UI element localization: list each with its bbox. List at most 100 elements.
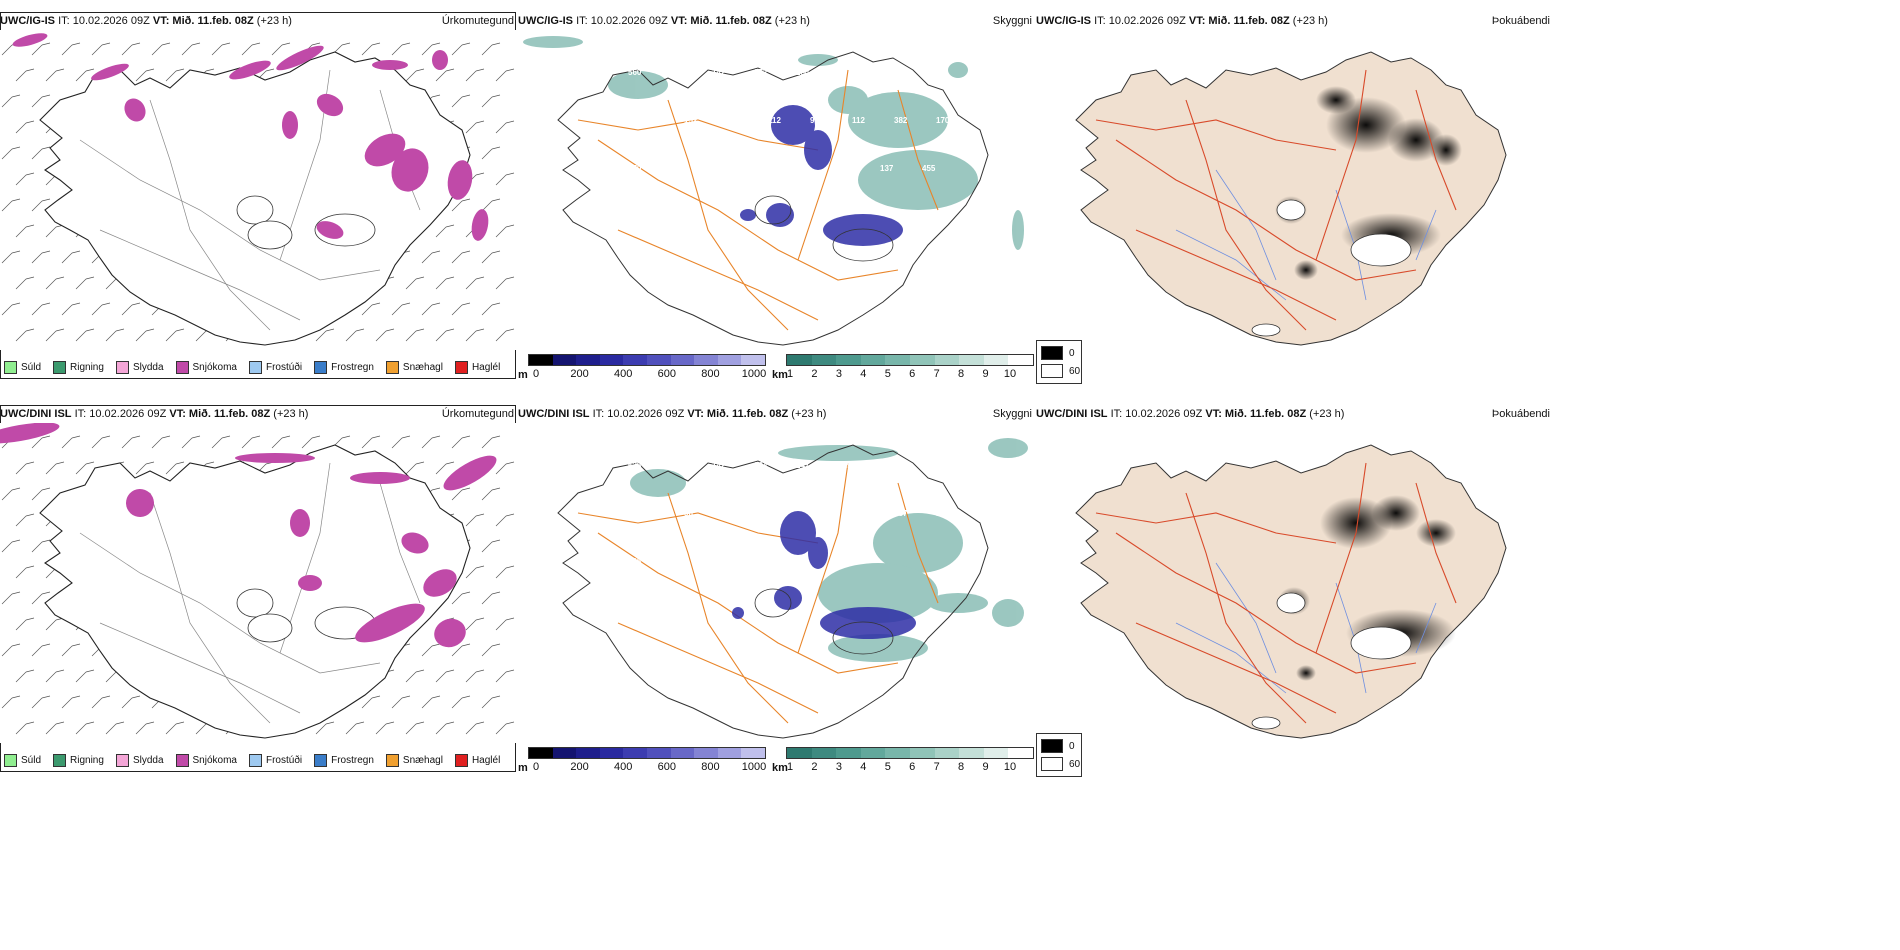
valid-time-label: VT:	[1205, 408, 1222, 420]
wind-barb	[391, 302, 411, 316]
fog-area	[1388, 118, 1444, 162]
wind-barb	[91, 302, 111, 316]
visibility-unit: km	[772, 369, 788, 381]
wind-barb	[391, 42, 411, 56]
fog-area	[1316, 86, 1356, 114]
wind-barb	[435, 461, 455, 475]
wind-barb	[241, 435, 261, 449]
precip-legend-label: Slydda	[132, 361, 164, 373]
colorbar-tick-label: 6	[909, 761, 916, 773]
value-label: 551	[880, 68, 894, 77]
wind-barb	[1, 591, 21, 605]
wind-barb	[121, 302, 141, 316]
wind-barb	[1, 94, 21, 108]
value-label: 104	[712, 164, 726, 173]
colorbar-tick-label: 3	[835, 368, 842, 380]
snow-area	[401, 532, 429, 554]
colorbar-tick-label: 800	[701, 368, 720, 380]
precip-legend-label: Haglél	[471, 754, 501, 766]
wind-barb	[361, 42, 381, 56]
wind-barb	[135, 68, 155, 82]
wind-barb	[31, 302, 51, 316]
wind-barb	[451, 591, 471, 605]
precip-legend-item: Haglél	[454, 753, 501, 767]
precip-legend-item: Rigning	[53, 753, 104, 767]
valid-time: Mið. 11.feb. 08Z	[1224, 408, 1307, 420]
wind-barb	[451, 695, 471, 709]
wind-barb	[451, 302, 471, 316]
road-line	[379, 482, 421, 604]
panel-title: Úrkomutegund	[441, 15, 514, 27]
snow-area	[298, 575, 322, 591]
wind-barb	[45, 276, 65, 290]
wind-barb	[61, 435, 81, 449]
value-label: 542	[642, 212, 656, 221]
precip-legend-swatch	[4, 360, 17, 374]
wind-barb	[15, 513, 35, 527]
wind-barb	[15, 328, 35, 342]
wind-barb	[391, 435, 411, 449]
wind-barb	[405, 276, 425, 290]
wind-barb	[45, 721, 65, 735]
wind-barb	[421, 435, 441, 449]
wind-barb	[31, 146, 51, 160]
panel-header: UWC/IG-IS IT: 10.02.2026 09Z VT: Mið. 11…	[0, 12, 516, 30]
wind-barb	[271, 435, 291, 449]
colorbar-tick-label: 0	[532, 761, 540, 773]
init-time: IT: 10.02.2026 09Z	[576, 15, 668, 27]
wind-barb	[315, 721, 335, 735]
value-label: 982	[642, 509, 656, 518]
wind-barb	[451, 42, 471, 56]
fog-area	[1296, 665, 1316, 681]
colorbar-tick-label: 600	[657, 761, 676, 773]
snow-area	[124, 98, 146, 122]
precip-legend-item: Snæhagl	[385, 753, 443, 767]
wind-barb	[31, 94, 51, 108]
precip-legend-swatch	[454, 753, 468, 767]
precip-legend-label: Frostregn	[331, 754, 374, 766]
wind-barb	[465, 276, 485, 290]
wind-barb	[495, 68, 515, 82]
wind-barb	[75, 68, 95, 82]
panel-header: UWC/DINI ISL IT: 10.02.2026 09Z VT: Mið.…	[1036, 405, 1552, 423]
wind-barb	[481, 94, 501, 108]
value-label: 220	[642, 116, 656, 125]
low-visibility-area	[948, 62, 968, 78]
wind-barb	[405, 461, 425, 475]
snow-area	[355, 603, 425, 643]
panel-title: Skyggni	[992, 408, 1032, 420]
road-line	[797, 462, 849, 654]
cloud-base-unit: m	[518, 762, 528, 774]
wind-barb	[135, 461, 155, 475]
fog-legend-low: 0	[1069, 347, 1075, 359]
wind-barb	[181, 435, 201, 449]
low-cloud-base-area	[808, 537, 828, 569]
value-label: 152	[684, 116, 698, 125]
lead-time: (+23 h)	[791, 408, 827, 420]
precip-legend-item: Súld	[4, 360, 41, 374]
wind-barb	[405, 328, 425, 342]
init-time: IT: 10.02.2026 09Z	[74, 408, 167, 420]
precip-legend-swatch	[454, 360, 468, 374]
value-label: 137	[726, 509, 740, 518]
wind-barb	[405, 721, 425, 735]
wind-barb	[15, 669, 35, 683]
panel-title: Þokuábendi	[1491, 15, 1550, 27]
river-line	[1415, 209, 1437, 261]
wind-barb	[61, 250, 81, 264]
colorbar-tick-label: 800	[701, 761, 720, 773]
low-visibility-area	[828, 86, 868, 114]
road-line	[1315, 462, 1367, 654]
precip-legend-item: Frostregn	[314, 360, 374, 374]
road-network	[577, 462, 939, 724]
colorbar-tick-label: 9	[982, 368, 989, 380]
wind-barb	[75, 276, 95, 290]
init-time: IT: 10.02.2026 09Z	[1094, 15, 1186, 27]
wind-barb	[15, 721, 35, 735]
precip-legend-item: Súld	[4, 753, 41, 767]
panel-title: Þokuábendi	[1491, 408, 1550, 420]
valid-time: Mið. 11.feb. 08Z	[188, 408, 271, 420]
wind-barb	[495, 224, 515, 238]
value-label: 254	[796, 68, 810, 77]
snow-areas	[12, 33, 489, 241]
